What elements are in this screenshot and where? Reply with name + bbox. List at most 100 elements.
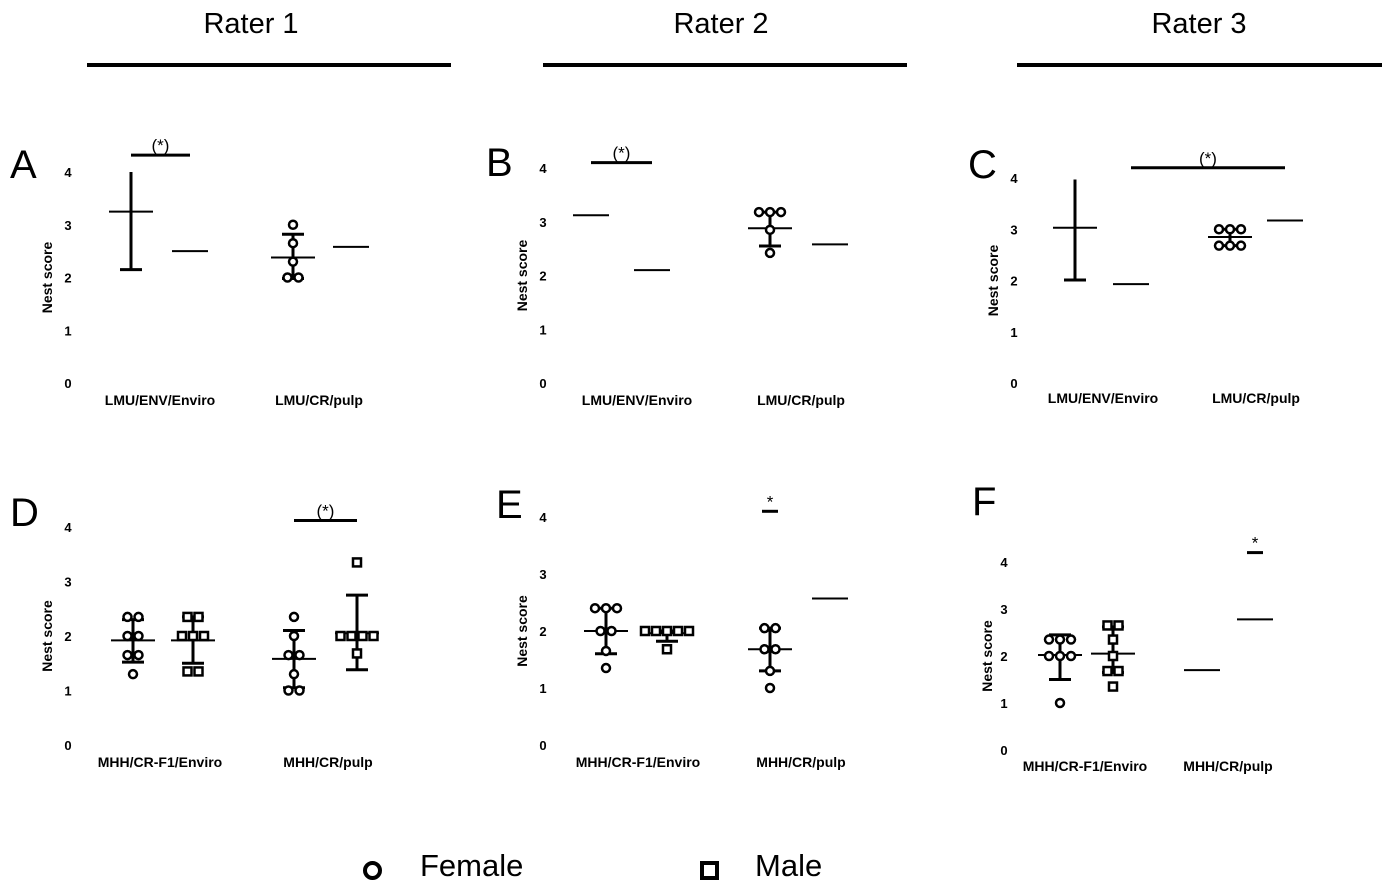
x-category-label: LMU/ENV/Enviro bbox=[582, 392, 692, 408]
data-point-female bbox=[764, 682, 776, 694]
x-category-label: MHH/CR-F1/Enviro bbox=[576, 754, 700, 770]
data-point-male bbox=[351, 557, 363, 568]
data-point-female bbox=[287, 219, 299, 230]
y-axis-label: Nest score bbox=[979, 620, 995, 692]
data-point-female bbox=[1065, 650, 1077, 662]
y-tick-label: 2 bbox=[64, 629, 71, 644]
data-point-female bbox=[288, 668, 300, 680]
y-axis-label: Nest score bbox=[514, 239, 530, 311]
panel-letter: F bbox=[972, 480, 996, 524]
y-tick-label: 3 bbox=[1000, 602, 1007, 617]
data-point-female bbox=[122, 649, 133, 661]
data-point-female bbox=[589, 602, 601, 614]
data-point-female bbox=[133, 649, 144, 661]
significance-label: (*) bbox=[613, 144, 631, 163]
rater-3-underline bbox=[1017, 63, 1382, 67]
group-female bbox=[748, 622, 792, 694]
legend-female-label: Female bbox=[420, 848, 524, 883]
data-point-male bbox=[639, 625, 651, 637]
panel-letter: E bbox=[496, 483, 523, 527]
y-tick-label: 4 bbox=[539, 161, 547, 176]
y-tick-label: 3 bbox=[539, 567, 546, 582]
data-point-female bbox=[611, 602, 623, 614]
y-tick-label: 3 bbox=[64, 218, 71, 233]
data-point-male bbox=[351, 648, 363, 659]
data-point-female bbox=[283, 649, 294, 661]
data-point-female bbox=[759, 622, 770, 634]
rater-1-title: Rater 1 bbox=[203, 8, 299, 40]
data-point-female bbox=[288, 611, 300, 623]
panel-letter: D bbox=[10, 491, 39, 535]
group-male bbox=[1091, 620, 1135, 692]
x-category-label: MHH/CR/pulp bbox=[1183, 758, 1272, 774]
y-axis-label: Nest score bbox=[39, 241, 55, 313]
data-point-male bbox=[346, 630, 357, 642]
group-female bbox=[111, 611, 155, 680]
data-point-male bbox=[1107, 681, 1119, 692]
group-female bbox=[1053, 179, 1097, 282]
y-tick-label: 2 bbox=[539, 269, 546, 284]
data-point-female bbox=[287, 237, 299, 249]
data-point-female bbox=[122, 630, 133, 642]
y-tick-label: 4 bbox=[1010, 171, 1018, 186]
data-point-female bbox=[283, 685, 294, 696]
group-male bbox=[639, 625, 695, 655]
x-category-label: MHH/CR/pulp bbox=[756, 754, 845, 770]
data-point-female bbox=[282, 272, 293, 283]
panel-letter: B bbox=[486, 141, 513, 185]
y-tick-label: 2 bbox=[1000, 649, 1007, 664]
y-tick-label: 4 bbox=[539, 510, 547, 525]
group-female bbox=[109, 172, 153, 272]
panel-d: D 0 1 2 3 4 Nest score MHH/CR-F1/Enviro MHH/CR/p… bbox=[10, 491, 379, 770]
y-tick-label: 0 bbox=[539, 738, 546, 753]
x-category-label: LMU/ENV/Enviro bbox=[1048, 390, 1158, 406]
data-point-female bbox=[1054, 650, 1066, 662]
panel-b: B 0 1 2 3 4 Nest score LMU/ENV/Enviro LMU/CR/pul… bbox=[486, 141, 848, 408]
x-category-label: MHH/CR-F1/Enviro bbox=[1023, 758, 1147, 774]
group-male bbox=[335, 557, 379, 672]
data-point-female bbox=[133, 630, 144, 642]
data-point-female bbox=[600, 602, 612, 614]
y-tick-label: 4 bbox=[1000, 555, 1008, 570]
data-point-female bbox=[294, 649, 305, 661]
data-point-female bbox=[1054, 697, 1066, 709]
significance-label: * bbox=[1252, 534, 1259, 553]
data-point-female bbox=[127, 668, 139, 680]
panel-letter: C bbox=[968, 143, 997, 187]
data-point-male bbox=[182, 666, 193, 677]
x-category-label: LMU/CR/pulp bbox=[275, 392, 363, 408]
data-point-female bbox=[770, 622, 781, 634]
group-female bbox=[584, 602, 628, 674]
data-point-male bbox=[1102, 620, 1113, 631]
data-point-female bbox=[759, 643, 770, 655]
data-point-female bbox=[595, 625, 606, 637]
data-point-female bbox=[1054, 634, 1066, 645]
data-point-male bbox=[182, 611, 193, 623]
data-point-female bbox=[775, 206, 787, 218]
y-tick-label: 3 bbox=[1010, 222, 1017, 237]
legend-male-label: Male bbox=[755, 848, 823, 883]
group-female bbox=[1208, 224, 1252, 251]
data-point-male bbox=[193, 666, 204, 677]
panel-e: E 0 1 2 3 4 Nest score MHH/CR-F1/Enviro MHH/CR/p… bbox=[496, 483, 848, 770]
y-tick-label: 0 bbox=[1000, 743, 1007, 758]
data-point-female bbox=[1235, 224, 1247, 235]
data-point-female bbox=[753, 206, 765, 218]
data-point-male bbox=[1107, 650, 1119, 662]
x-category-label: LMU/CR/pulp bbox=[1212, 390, 1300, 406]
panel-c: C 0 1 2 3 4 Nest score LMU/ENV/Enviro LMU/CR/pul… bbox=[968, 143, 1303, 406]
data-point-female bbox=[770, 643, 781, 655]
significance-label: (*) bbox=[1199, 149, 1217, 168]
data-point-female bbox=[600, 662, 612, 674]
group-female bbox=[272, 611, 316, 696]
y-tick-label: 4 bbox=[64, 165, 72, 180]
rater-3-title: Rater 3 bbox=[1151, 8, 1247, 40]
data-point-female bbox=[1224, 224, 1236, 235]
data-point-male bbox=[187, 630, 199, 642]
data-point-male bbox=[193, 611, 204, 623]
rater-2-title: Rater 2 bbox=[673, 8, 769, 40]
panel-a: A 0 1 2 3 4 Nest score LMU/ENV/Enviro LMU/CR/pul… bbox=[10, 136, 369, 408]
data-point-female bbox=[764, 665, 776, 677]
y-tick-label: 1 bbox=[539, 322, 546, 337]
data-point-female bbox=[764, 206, 776, 218]
